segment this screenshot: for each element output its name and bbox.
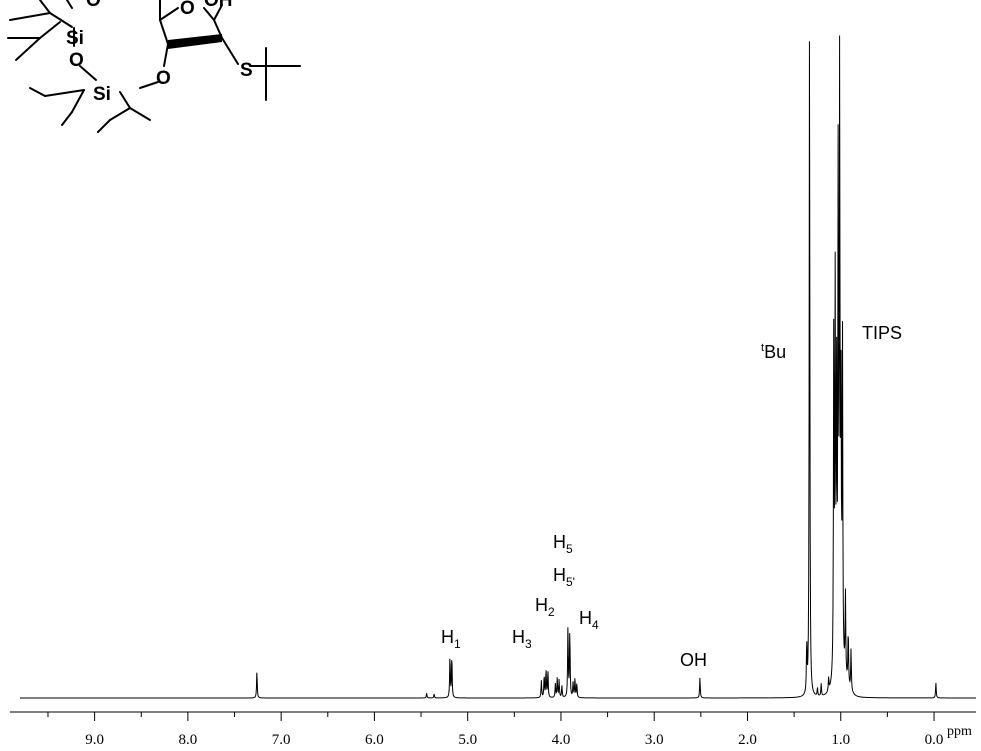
atom-label-o-ring: O	[180, 0, 195, 19]
x-axis-tick-labels: 9.0 8.0 7.0 6.0 5.0 4.0 3.0 2.0 1.0 0.0	[85, 732, 943, 748]
x-tick-label: 2.0	[738, 732, 757, 748]
x-tick-label: 4.0	[552, 732, 571, 748]
peak-label-tips: TIPS	[862, 323, 902, 343]
spectrum-trace	[20, 35, 976, 699]
atom-label-si: Si	[66, 28, 84, 49]
x-tick-label: 9.0	[85, 732, 104, 748]
wedge-bond	[168, 34, 222, 49]
molecular-structure	[7, 0, 301, 133]
x-tick-label: 0.0	[925, 732, 944, 748]
x-tick-label: 8.0	[179, 732, 198, 748]
peak-label-h5: H5	[553, 532, 573, 556]
peak-label-oh: OH	[680, 650, 707, 670]
x-tick-label: 1.0	[831, 732, 850, 748]
x-tick-label: 7.0	[272, 732, 291, 748]
atom-label-o: O	[69, 50, 84, 71]
x-axis-ticks	[47, 712, 935, 721]
peak-label-tbu: tBu	[761, 342, 786, 362]
atom-label-si: Si	[93, 84, 111, 105]
x-tick-label: 6.0	[365, 732, 384, 748]
atom-label-o: O	[86, 0, 101, 11]
x-axis-label: ppm	[947, 724, 972, 739]
atom-label-o: O	[156, 68, 171, 89]
peak-label-h2: H2	[535, 595, 555, 619]
atom-label-s: S	[240, 60, 253, 81]
x-tick-label: 3.0	[645, 732, 664, 748]
peak-label-h3: H3	[512, 627, 532, 651]
peak-label-h4: H4	[579, 608, 599, 632]
peak-label-h1: H1	[441, 627, 461, 651]
atom-label-oh: OH	[204, 0, 233, 11]
peak-label-h5-prime: H5'	[553, 565, 575, 589]
x-tick-label: 5.0	[458, 732, 477, 748]
